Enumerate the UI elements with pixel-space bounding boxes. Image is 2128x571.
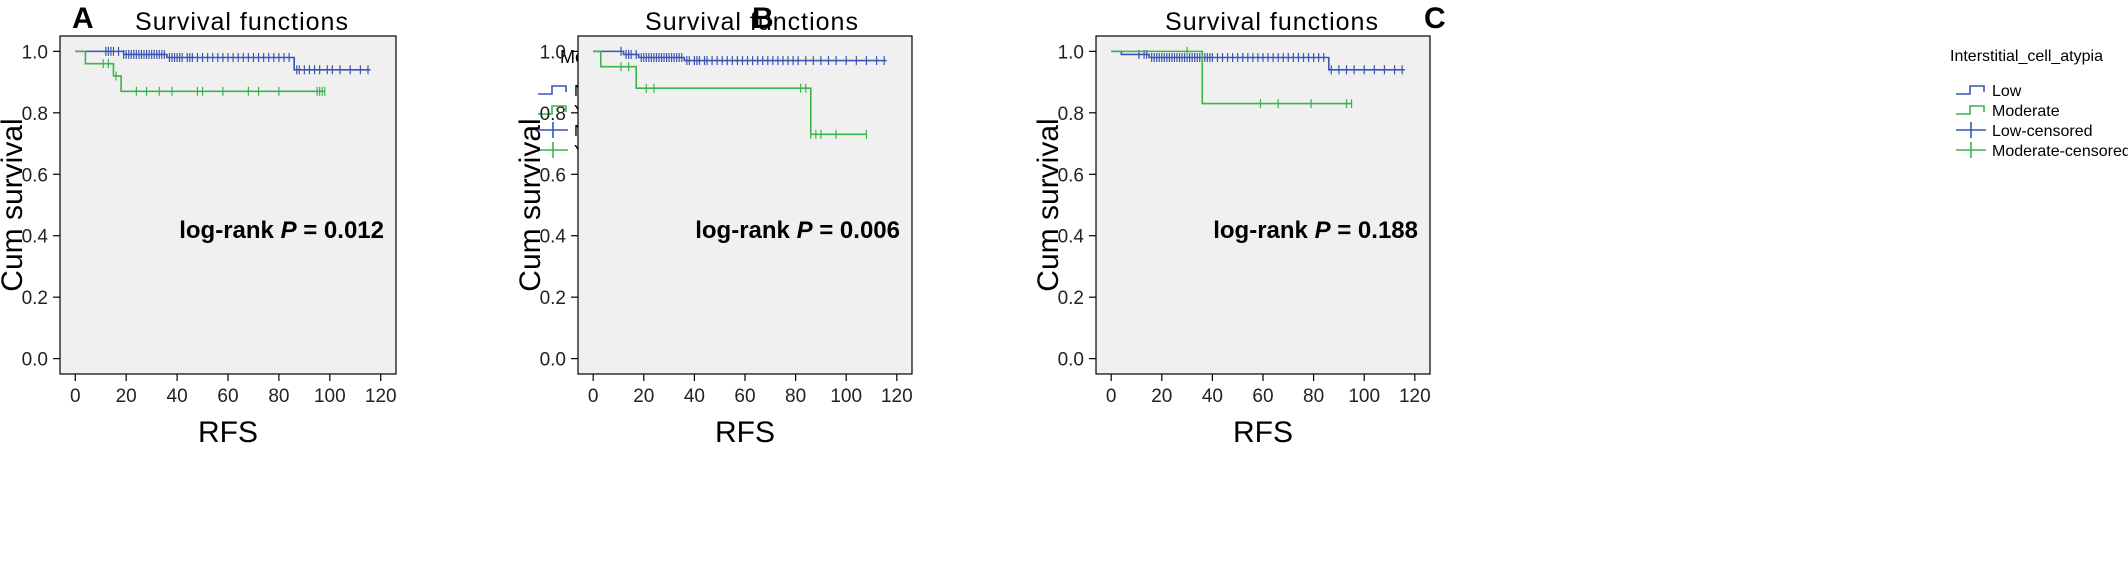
logrank-value: = 0.188 — [1331, 217, 1418, 244]
legend-swatch-step — [1956, 105, 1985, 115]
y-tick-label: 0.8 — [540, 104, 566, 125]
x-tick-label: 120 — [365, 386, 397, 407]
x-tick-label: 20 — [116, 386, 137, 407]
x-tick-label: 60 — [734, 386, 755, 407]
survival-curve-no — [593, 50, 887, 62]
logrank-value: = 0.012 — [297, 217, 384, 244]
x-tick-label: 0 — [70, 386, 81, 407]
y-tick-label: 1.0 — [540, 42, 566, 63]
x-tick-label: 60 — [217, 386, 238, 407]
x-tick-label: 80 — [785, 386, 806, 407]
legend-swatch-step — [1956, 85, 1985, 95]
x-axis-label: RFS — [715, 416, 775, 449]
series-no — [593, 46, 887, 66]
panel-letter: A — [72, 2, 94, 35]
y-tick-label: 0.0 — [1058, 350, 1084, 371]
x-tick-label: 100 — [830, 386, 862, 407]
logrank-value: = 0.006 — [813, 217, 900, 244]
y-tick-label: 0.6 — [1058, 165, 1084, 186]
x-tick-label: 40 — [684, 386, 705, 407]
plot-area — [1095, 35, 1431, 375]
logrank-p: P — [1315, 217, 1332, 244]
y-tick-label: 0.8 — [1058, 104, 1084, 125]
legend-entry-label: Low — [1992, 83, 2022, 100]
y-tick-label: 0.0 — [22, 350, 48, 371]
panel-letter: C — [1424, 2, 1446, 35]
y-tick-label: 0.6 — [22, 165, 48, 186]
x-axis-label: RFS — [1233, 416, 1293, 449]
logrank-prefix: log-rank — [179, 217, 280, 244]
x-tick-label: 40 — [167, 386, 188, 407]
plot-area — [59, 35, 397, 375]
y-tick-label: 0.2 — [1058, 288, 1084, 309]
legend-entry-label: Moderate-censored — [1992, 143, 2128, 160]
legend-entry-label: Moderate — [1992, 103, 2060, 120]
series-yes — [75, 50, 326, 96]
x-tick-label: 120 — [881, 386, 913, 407]
x-tick-label: 80 — [1303, 386, 1324, 407]
y-tick-label: 0.6 — [540, 165, 566, 186]
series-yes — [593, 50, 868, 139]
logrank-p: P — [797, 217, 814, 244]
survival-curve-yes — [75, 50, 325, 93]
panel-letter: B — [752, 2, 774, 35]
series-low — [1111, 49, 1405, 75]
y-tick-label: 0.4 — [1058, 227, 1085, 248]
y-tick-label: 1.0 — [1058, 42, 1084, 63]
series-moderate — [1111, 46, 1353, 109]
y-tick-label: 0.2 — [540, 288, 566, 309]
y-axis-label: Cum survival — [1032, 118, 1065, 291]
logrank-annotation: log-rank P = 0.012 — [179, 217, 384, 244]
y-tick-label: 0.4 — [540, 227, 567, 248]
y-tick-label: 0.4 — [22, 227, 49, 248]
logrank-annotation: log-rank P = 0.006 — [695, 217, 900, 244]
logrank-annotation: log-rank P = 0.188 — [1213, 217, 1418, 244]
logrank-p: P — [281, 217, 298, 244]
x-tick-label: 20 — [1151, 386, 1172, 407]
survival-curve-moderate — [1111, 50, 1352, 105]
y-axis-label: Cum survival — [0, 118, 29, 291]
legend-swatch-step — [538, 105, 567, 115]
series-no — [75, 46, 371, 75]
x-tick-label: 60 — [1252, 386, 1273, 407]
legend-swatch-step — [538, 85, 567, 95]
x-tick-label: 20 — [633, 386, 654, 407]
y-axis-label: Cum survival — [514, 118, 547, 291]
chart-title: Survival functions — [645, 8, 859, 36]
legend: Interstitial_cell_atypia Low Moderate Low-c… — [1950, 48, 2128, 160]
x-tick-label: 100 — [314, 386, 346, 407]
x-tick-label: 120 — [1399, 386, 1431, 407]
legend-title: Interstitial_cell_atypia — [1950, 48, 2103, 65]
y-tick-label: 0.0 — [540, 350, 566, 371]
x-tick-label: 100 — [1348, 386, 1380, 407]
x-tick-label: 0 — [1106, 386, 1117, 407]
x-tick-label: 80 — [268, 386, 289, 407]
y-tick-label: 1.0 — [22, 42, 48, 63]
logrank-prefix: log-rank — [695, 217, 796, 244]
x-tick-label: 0 — [588, 386, 599, 407]
survival-curve-yes — [593, 50, 867, 136]
y-tick-label: 0.2 — [22, 288, 48, 309]
legend-entry-label: Low-censored — [1992, 123, 2093, 140]
logrank-prefix: log-rank — [1213, 217, 1314, 244]
x-axis-label: RFS — [198, 416, 258, 449]
chart-title: Survival functions — [135, 8, 349, 36]
chart-title: Survival functions — [1165, 8, 1379, 36]
panel-c: C Survival functions 0 20 40 60 80 100 120 0.0 0.2… — [1032, 2, 2128, 449]
panel-a: A Survival functions 0 20 40 60 80 100 120 0.0 0.2… — [0, 2, 677, 449]
plot-area — [577, 35, 913, 375]
x-tick-label: 40 — [1202, 386, 1223, 407]
y-tick-label: 0.8 — [22, 104, 48, 125]
